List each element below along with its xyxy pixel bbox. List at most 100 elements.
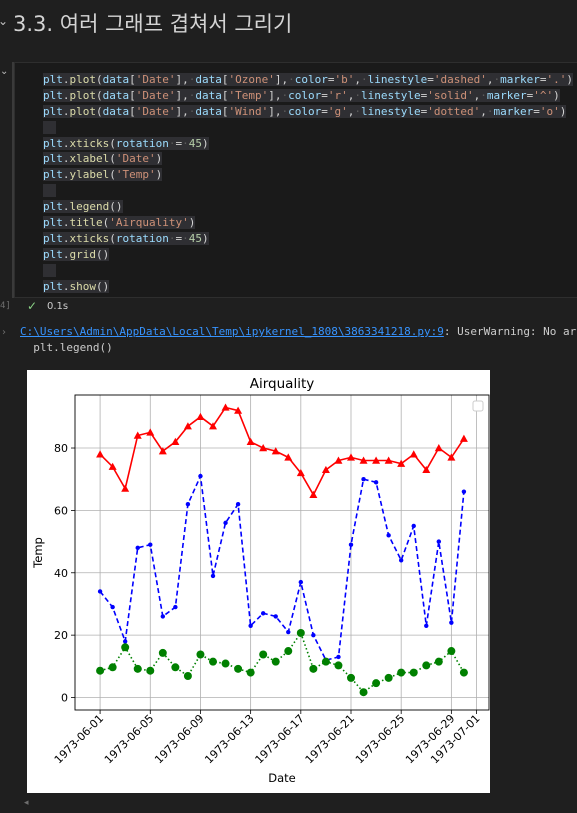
wind-point [434,657,443,666]
y-tick-label: 0 [61,692,68,705]
code-line[interactable]: plt.plot(data['Date'],·data['Wind'],·col… [43,104,567,118]
output-marker-icon[interactable]: › [2,327,6,338]
ozone-point [361,477,366,482]
wind-point [183,672,192,681]
ozone-point [135,545,140,551]
warning-message: : UserWarning: No artis [443,325,577,338]
ozone-point [235,501,241,507]
temp-point [459,434,468,442]
wind-point [422,661,431,670]
temp-point [146,428,155,436]
warning-source-line: plt.legend() [20,341,113,354]
temp-point [259,444,268,452]
code-line[interactable]: plt.plot(data['Date'],·data['Ozone'],·co… [43,73,573,86]
temp-point [196,412,205,421]
code-line[interactable]: plt.title('Airquality') [43,216,196,230]
code-line[interactable]: plt.xticks(rotation·=·45) [43,231,209,245]
ozone-point [110,604,115,610]
code-cell-editor[interactable]: plt.plot(data['Date'],·data['Ozone'],·co… [14,62,577,298]
wind-point [133,664,142,673]
wind-point [209,657,217,666]
code-line[interactable]: plt.legend() [43,200,123,214]
wind-point [334,661,343,670]
ozone-point [449,620,454,625]
code-line[interactable]: plt.ylabel('Temp') [43,168,163,182]
temp-point [347,453,355,461]
ozone-point [210,573,216,579]
wind-point [397,668,406,677]
y-tick-label: 20 [54,629,68,642]
temp-point [397,459,406,467]
code-line[interactable] [43,183,573,199]
ozone-point [223,520,228,526]
code-line[interactable]: plt.xlabel('Date') [43,152,163,166]
ozone-point [148,542,153,547]
wind-point [259,650,268,659]
code-line[interactable] [43,263,573,279]
temp-point [409,450,418,458]
section-heading: ⌄ 3.3. 여러 그래프 겹쳐서 그리기 [0,0,577,50]
code-line[interactable]: plt.xticks(rotation·=·45) [43,136,209,150]
temp-point [321,465,330,474]
wind-point [296,628,305,637]
legend-box [472,400,484,412]
ozone-point [436,539,442,544]
collapse-chevron-icon[interactable]: ⌄ [0,14,9,28]
wind-point [447,647,456,656]
wind-point [246,668,255,677]
temp-point [284,453,293,461]
temp-point [296,468,305,477]
x-tick-label: 1973-06-05 [102,712,156,766]
scroll-left-icon[interactable]: ◂ [24,798,29,808]
temp-point [447,453,456,461]
ozone-point [160,614,166,619]
y-axis-label: Temp [31,537,45,569]
ozone-point [185,501,191,507]
execution-count: 4] [0,301,11,311]
airquality-chart: 0204060801973-06-011973-06-051973-06-091… [31,376,490,785]
wind-point [372,679,381,688]
ozone-point [386,533,391,538]
wind-point [384,673,393,682]
temp-point [309,490,318,499]
code-line[interactable]: plt.show() [43,279,110,293]
wind-point [284,647,293,656]
wind-point [196,650,205,659]
ozone-point [311,632,316,638]
temp-point [334,456,343,464]
y-tick-label: 40 [54,567,68,580]
ozone-point [173,604,178,610]
cell-collapse-chevron-icon[interactable]: ⌄ [0,66,9,77]
temp-point [108,462,117,470]
temp-point [234,406,243,414]
code-line[interactable]: plt.plot(data['Date'],·data['Temp'],·col… [43,88,560,102]
temp-point [434,444,443,452]
temp-point [96,450,105,458]
wind-point [359,688,368,697]
ozone-point [286,629,291,635]
ozone-point [411,523,416,529]
x-tick-label: 1973-06-13 [202,712,256,766]
wind-point [158,648,167,657]
wind-point [309,664,318,673]
wind-point [271,657,280,666]
check-icon: ✓ [27,299,38,313]
ozone-point [248,623,253,628]
code-line[interactable] [43,120,573,136]
cell-focus-bar[interactable] [12,62,14,298]
warning-file-link[interactable]: C:\Users\Admin\AppData\Local\Temp\ipyker… [20,325,444,338]
ozone-point [373,480,379,485]
temp-point [384,456,393,464]
x-axis-label: Date [268,771,296,785]
ozone-point [97,589,103,594]
temp-point [158,447,167,455]
section-title: 3.3. 여러 그래프 겹쳐서 그리기 [13,12,293,36]
wind-point [347,673,355,682]
code-lines[interactable]: plt.plot(data['Date'],·data['Ozone'],·co… [43,72,573,294]
temp-point [209,422,217,430]
warning-output: C:\Users\Admin\AppData\Local\Temp\ipyker… [20,324,577,356]
code-line[interactable]: plt.grid() [43,247,110,261]
temp-point [121,484,130,492]
temp-point [246,437,255,445]
wind-series-line [99,631,465,694]
